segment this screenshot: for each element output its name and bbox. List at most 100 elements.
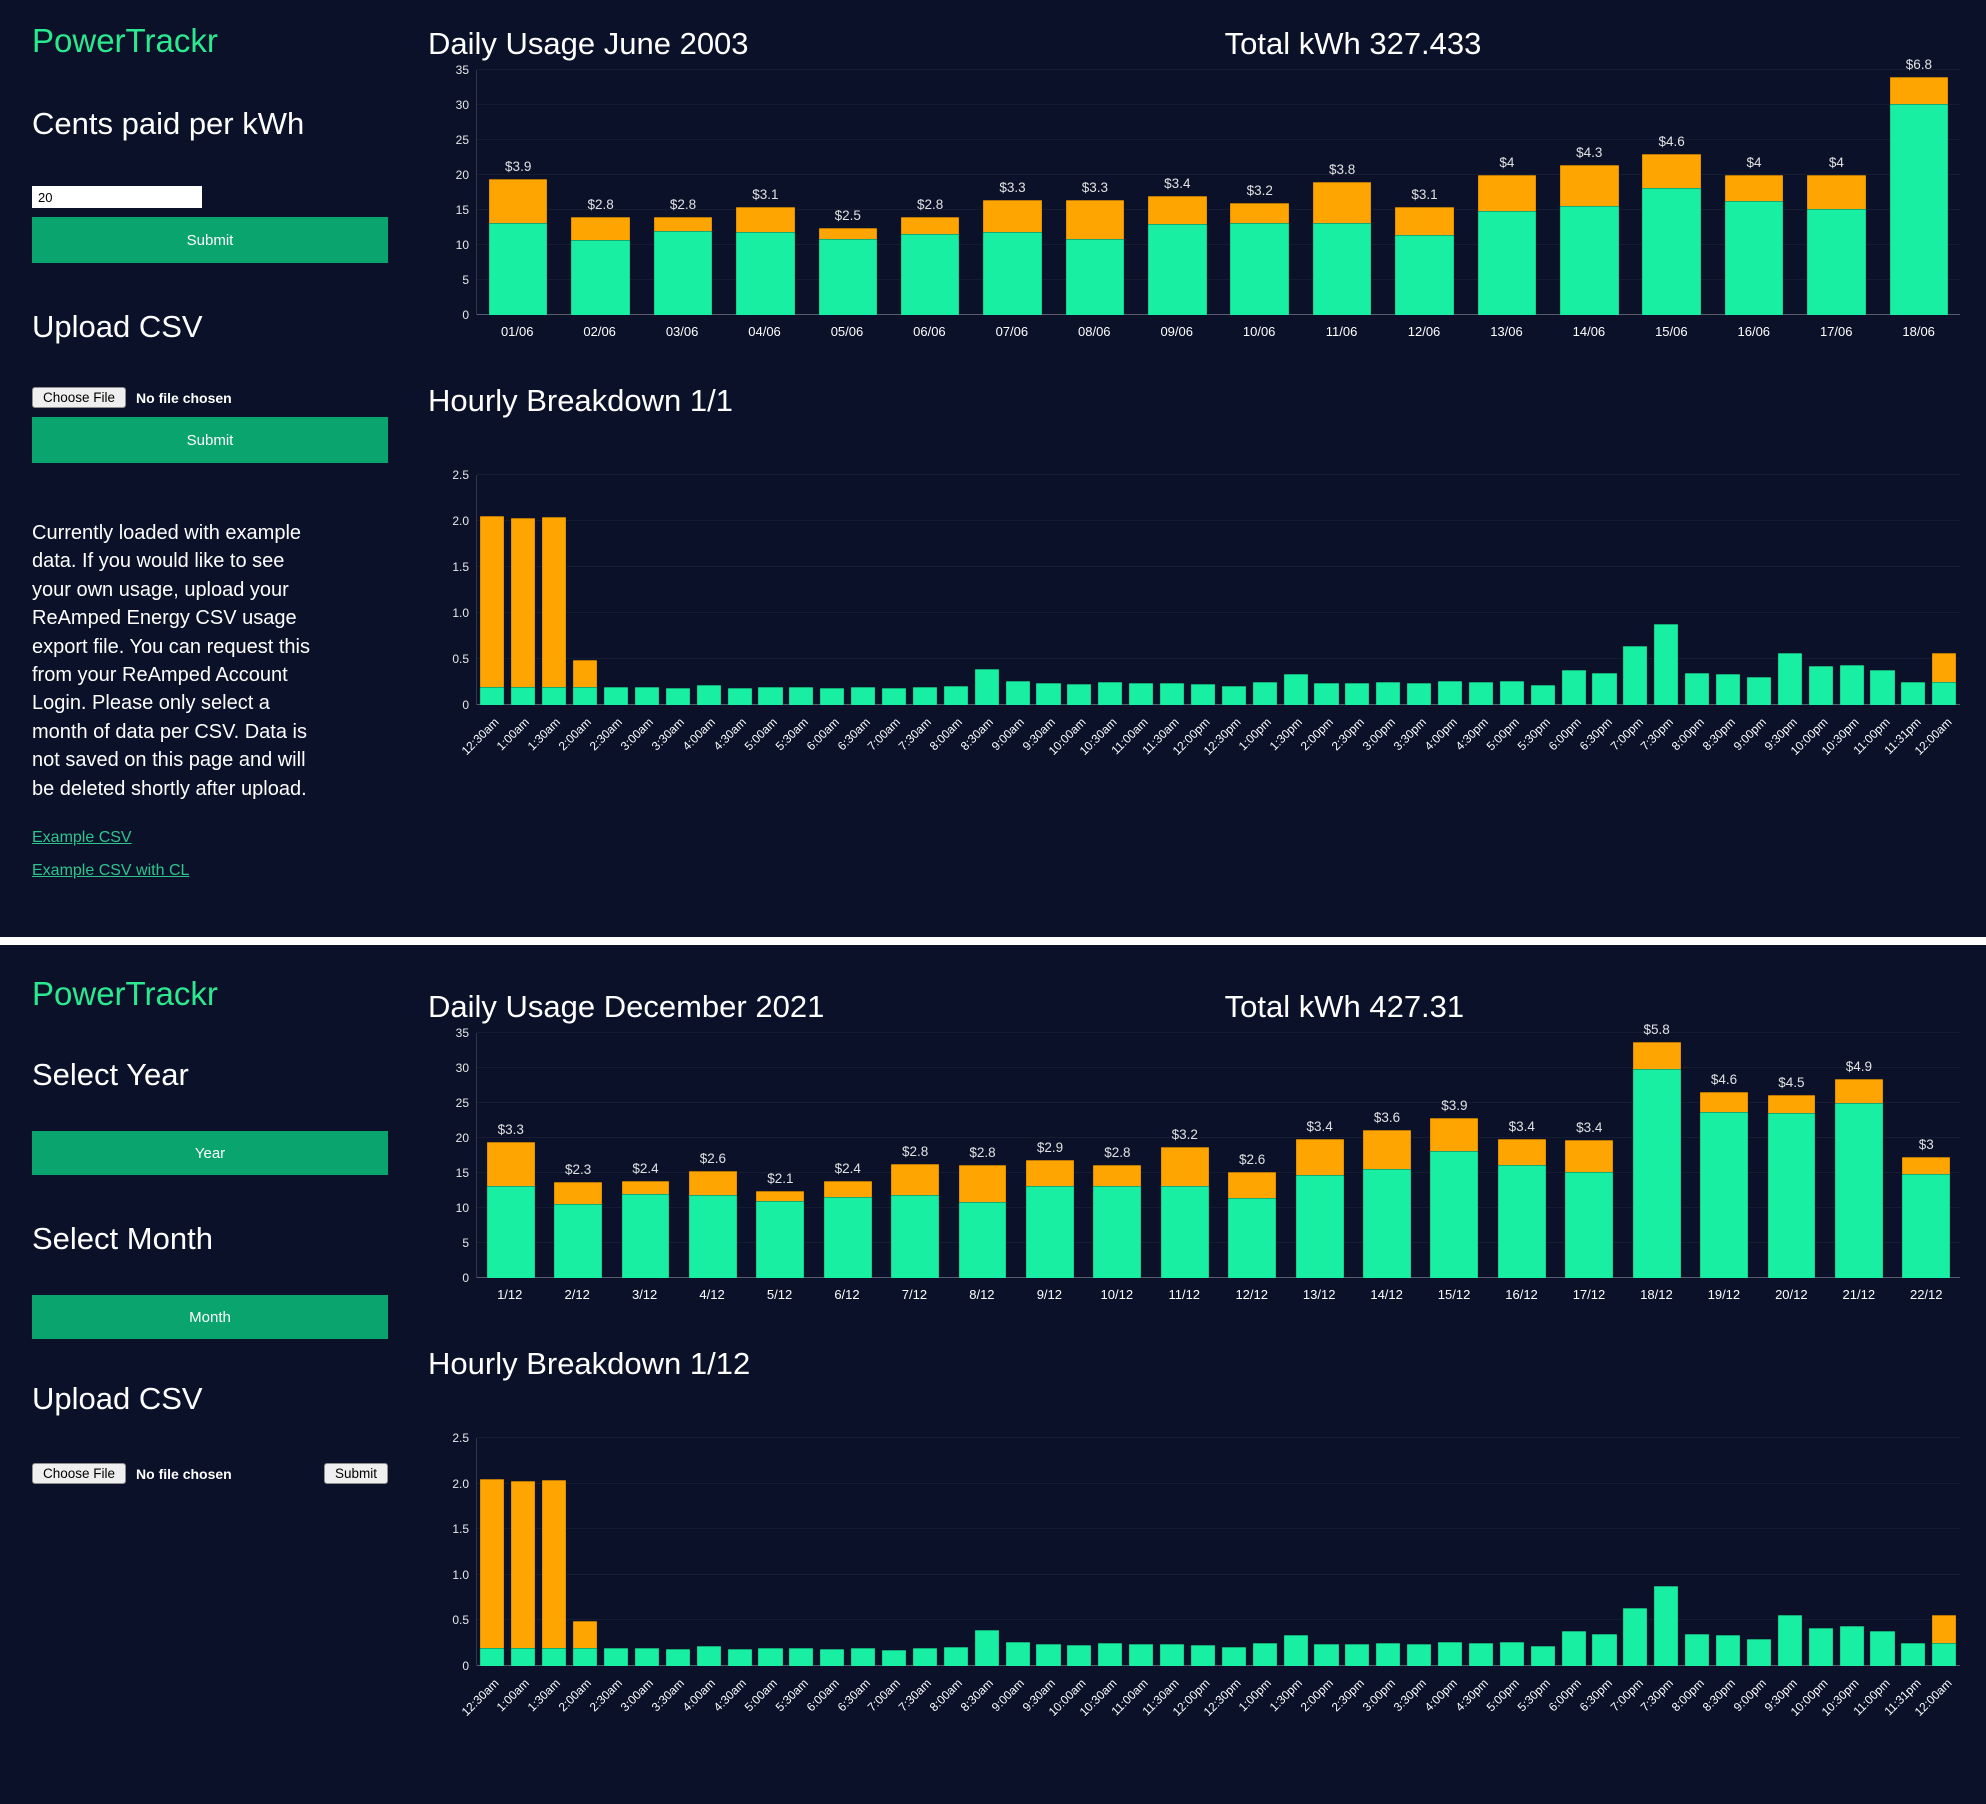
rate-input[interactable] xyxy=(32,186,202,208)
bar xyxy=(1373,1438,1404,1666)
bar xyxy=(940,1438,971,1666)
bar xyxy=(1064,475,1095,705)
bar-segment-base xyxy=(689,1195,737,1278)
rate-submit-button[interactable]: Submit xyxy=(32,217,388,263)
bar-segment-peak xyxy=(756,1190,805,1201)
bar: $5.8 xyxy=(1623,1022,1690,1278)
bar-segment-base xyxy=(1530,1645,1555,1666)
choose-file-button[interactable]: Choose File xyxy=(32,387,127,408)
bar-segment-base xyxy=(727,1648,752,1666)
x-axis-tick: 21/12 xyxy=(1842,1287,1876,1302)
bar-segment-base xyxy=(727,687,752,705)
bar-segment-peak xyxy=(1642,154,1701,188)
bar-segment-base xyxy=(511,1647,536,1666)
bar xyxy=(879,1438,910,1666)
bar: $4.5 xyxy=(1758,1033,1825,1278)
x-axis-tick: 13/06 xyxy=(1490,324,1523,339)
bar xyxy=(1744,475,1775,705)
bar-segment-base xyxy=(665,687,690,705)
bar xyxy=(601,1438,632,1666)
x-axis-tick: 18/12 xyxy=(1640,1287,1673,1302)
bar xyxy=(1126,1438,1157,1666)
bar xyxy=(1589,1438,1620,1666)
x-axis-tick: 02/06 xyxy=(583,324,616,339)
bar-segment-base xyxy=(634,686,659,705)
y-axis-tick: 0 xyxy=(462,698,469,712)
panel-december-2021: PowerTrackr Select Year Year Select Mont… xyxy=(0,945,1986,1804)
bar xyxy=(1249,475,1280,705)
bar-cost-label: $3.9 xyxy=(505,158,532,174)
bar xyxy=(971,1438,1002,1666)
bar-segment-peak xyxy=(1093,1165,1142,1187)
bar xyxy=(1280,1438,1311,1666)
bar-segment-base xyxy=(1746,1638,1771,1666)
gridline xyxy=(477,1137,1960,1138)
bar-segment-peak xyxy=(1497,1138,1546,1165)
bar xyxy=(539,1438,570,1666)
example-csv-link[interactable]: Example CSV xyxy=(32,828,132,846)
bar: $3.4 xyxy=(1286,1033,1353,1278)
choose-file-button[interactable]: Choose File xyxy=(32,1463,127,1484)
y-axis-tick: 5 xyxy=(462,1236,469,1250)
gridline xyxy=(477,244,1960,245)
y-axis-tick: 20 xyxy=(455,168,469,182)
y-axis-tick: 30 xyxy=(455,1061,469,1075)
bar xyxy=(1435,475,1466,705)
x-axis-tick: 11/06 xyxy=(1325,324,1358,339)
gridline xyxy=(477,104,1960,105)
example-csv-with-cl-link[interactable]: Example CSV with CL xyxy=(32,861,190,879)
y-axis-tick: 2.5 xyxy=(452,468,469,482)
bar: $2.8 xyxy=(949,1033,1016,1278)
bar-segment-base xyxy=(1901,682,1926,705)
bar-segment-base xyxy=(1005,681,1030,705)
x-axis-tick: 16/12 xyxy=(1505,1287,1538,1302)
bar-segment-base xyxy=(1093,1186,1142,1278)
bar: $2.8 xyxy=(559,70,641,315)
sidebar: PowerTrackr Select Year Year Select Mont… xyxy=(0,945,420,1804)
year-select-button[interactable]: Year xyxy=(32,1131,388,1175)
bar-segment-base xyxy=(1228,1198,1277,1278)
bar-segment-base xyxy=(820,687,845,705)
bar xyxy=(1064,1438,1095,1666)
month-select-button[interactable]: Month xyxy=(32,1295,388,1339)
y-axis-tick: 0.5 xyxy=(452,1613,469,1628)
y-axis-tick: 2.5 xyxy=(452,1431,469,1445)
y-axis-tick: 15 xyxy=(455,203,469,217)
bar-segment-base xyxy=(1623,646,1648,705)
bar: $3.2 xyxy=(1151,1033,1218,1278)
hourly-chart-plot: 0 0.5 1.0 1.5 2.0 2.5 xyxy=(452,1431,1960,1673)
bar-segment-peak xyxy=(958,1164,1007,1202)
bar-segment-peak xyxy=(1632,1042,1681,1069)
bar-segment-base xyxy=(1221,1646,1246,1666)
bar-cost-label: $3.8 xyxy=(1328,162,1356,178)
bar xyxy=(1527,1438,1558,1666)
gridline xyxy=(477,612,1960,613)
bar-segment-base xyxy=(603,686,629,705)
bar: $3.3 xyxy=(971,70,1053,315)
bar-segment-base xyxy=(1283,1635,1308,1666)
bar-segment-base xyxy=(1808,1627,1833,1666)
daily-usage-title: Daily Usage December 2021 xyxy=(428,989,825,1024)
bar-segment-peak xyxy=(1363,1129,1411,1169)
upload-submit-button[interactable]: Submit xyxy=(32,417,388,463)
bar-segment-base xyxy=(1159,682,1185,705)
x-axis-tick: 2/12 xyxy=(564,1287,590,1302)
bar-segment-peak xyxy=(818,227,877,240)
bar xyxy=(1620,475,1651,705)
bar xyxy=(1311,1438,1342,1666)
bar-cost-label: $6.8 xyxy=(1905,57,1932,73)
x-axis-tick: 18/06 xyxy=(1902,324,1935,339)
bar: $2.9 xyxy=(1016,1033,1083,1278)
bar xyxy=(1682,1438,1713,1666)
bar-segment-base xyxy=(818,239,877,315)
bar-segment-base xyxy=(480,1647,505,1666)
bar-segment-base xyxy=(634,1647,659,1666)
bar: $3.4 xyxy=(1488,1033,1555,1278)
bar-segment-base xyxy=(1345,682,1370,705)
upload-submit-button[interactable]: Submit xyxy=(323,1463,388,1484)
y-axis-tick: 5 xyxy=(462,273,469,287)
y-axis-tick: 1.0 xyxy=(452,606,469,620)
bar xyxy=(1929,1438,1960,1666)
file-input-row: Choose File No file chosen xyxy=(32,387,388,408)
hourly-chart-x-axis: 12:30am 1:00am 1:30am 2:00am 2:30am 3:00am 3:3… xyxy=(458,705,1960,797)
